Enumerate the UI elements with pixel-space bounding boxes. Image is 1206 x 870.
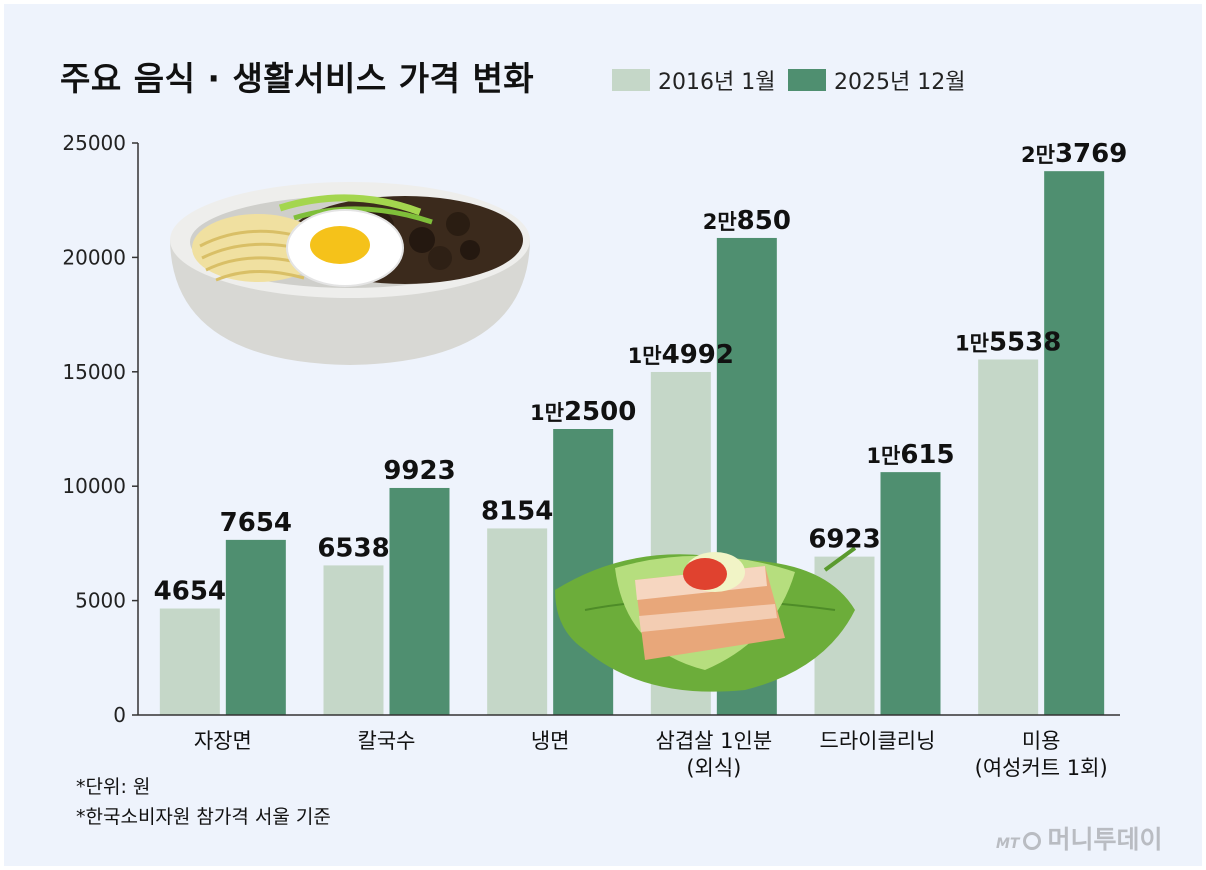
bar-2016	[323, 565, 384, 715]
value-label: 2만3769	[1021, 139, 1127, 169]
value-labels: 4654 7654 6538 9923 8154 1만2500 1만4992 2만850 692…	[154, 139, 1128, 606]
category-label: 미용	[1022, 729, 1061, 753]
y-tick-label: 10000	[62, 474, 126, 498]
value-label: 9923	[383, 456, 455, 486]
y-tick-label: 15000	[62, 360, 126, 384]
bar-2016	[978, 359, 1039, 715]
category-label: 칼국수	[358, 729, 416, 753]
value-label: 1만615	[866, 440, 954, 470]
bar-2016	[487, 528, 548, 715]
bar-2025	[1044, 171, 1105, 715]
footnotes: *단위: 원 *한국소비자원 참가격 서울 기준	[76, 772, 331, 832]
brand-mt: MT	[996, 836, 1020, 852]
category-label: 냉면	[531, 729, 570, 753]
bar-2016	[159, 608, 220, 715]
value-label: 6923	[808, 525, 880, 555]
value-label: 4654	[154, 577, 226, 607]
value-label: 6538	[317, 533, 389, 563]
bar-2025	[880, 472, 941, 715]
brand-logo: MT 머니투데이	[996, 820, 1163, 856]
category-label: 삼겹살 1인분	[656, 729, 773, 753]
y-tick-label: 25000	[62, 131, 126, 155]
category-label: 드라이클리닝	[820, 729, 936, 753]
value-label: 2만850	[703, 206, 791, 236]
category-label: (외식)	[686, 756, 741, 780]
note-unit: *단위: 원	[76, 776, 151, 798]
value-label: 8154	[481, 496, 553, 526]
legend-label-2016: 2016년 1월	[658, 70, 776, 95]
note-source: *한국소비자원 참가격 서울 기준	[76, 806, 331, 828]
value-label: 7654	[220, 508, 292, 538]
bar-2025	[225, 539, 286, 715]
value-label: 1만5538	[955, 327, 1061, 357]
brand-name: 머니투데이	[1047, 825, 1163, 854]
legend-item-2025: 2025년 12월	[788, 64, 965, 96]
legend-swatch-2016	[612, 69, 650, 91]
y-tick-label: 5000	[75, 589, 126, 613]
legend-label-2025: 2025년 12월	[834, 70, 966, 95]
chart-title: 주요 음식 · 생활서비스 가격 변화	[60, 59, 535, 98]
jajangmyeon-bowl-illustration	[170, 182, 530, 365]
y-tick-label: 20000	[62, 245, 126, 269]
category-label: (여성커트 1회)	[975, 756, 1108, 780]
brand-logo-icon	[1023, 832, 1042, 850]
y-tick-label: 0	[113, 703, 126, 727]
value-label: 1만2500	[530, 397, 636, 427]
bar-2025	[389, 487, 450, 715]
legend-swatch-2025	[788, 69, 826, 91]
legend-item-2016: 2016년 1월	[612, 64, 775, 96]
category-label: 자장면	[194, 729, 252, 753]
y-axis-ticks: 0 5000 10000 15000 20000 25000	[62, 131, 138, 727]
samgyeopsal-wrap-illustration	[555, 546, 857, 692]
value-label: 1만4992	[628, 340, 734, 370]
category-labels: 자장면 칼국수 냉면 삼겹살 1인분 (외식) 드라이클리닝 미용 (여성커트 1회)	[194, 729, 1108, 780]
